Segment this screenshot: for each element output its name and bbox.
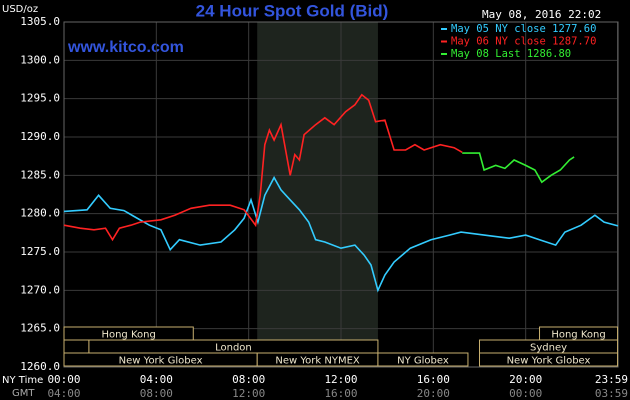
session-label: Hong Kong [101, 330, 155, 341]
session-label: Hong Kong [551, 330, 605, 341]
session-label: Sydney [530, 343, 567, 354]
y-tick-label: 1260.0 [20, 360, 60, 373]
series-line [63, 93, 463, 242]
website: www.kitco.com [67, 39, 184, 56]
y-tick-label: 1275.0 [20, 245, 60, 258]
session-bar [377, 352, 469, 367]
x-axis-label: NY Time [2, 375, 43, 386]
y-tick-label: 1290.0 [20, 130, 60, 143]
x2-tick-label: 03:59 [595, 387, 628, 400]
y-tick-label: 1295.0 [20, 92, 60, 105]
session-label: New York NYMEX [275, 356, 360, 367]
x-tick-label: 08:00 [232, 373, 265, 386]
session-label: New York Globex [507, 356, 591, 367]
legend-label: May 06 NY close 1287.70 [451, 36, 596, 48]
y-tick-label: 1265.0 [20, 322, 60, 335]
series-line [462, 152, 575, 184]
legend-label: May 05 NY close 1277.60 [451, 23, 596, 35]
x-tick-label: 12:00 [324, 373, 357, 386]
y-tick-label: 1300.0 [20, 53, 60, 66]
x2-tick-label: 20:00 [417, 387, 450, 400]
x2-tick-label: 08:00 [140, 387, 173, 400]
session-label: NY Globex [397, 356, 449, 367]
chart-title: 24 Hour Spot Gold (Bid) [196, 1, 389, 20]
session-bar [479, 352, 619, 367]
x2-tick-label: 04:00 [47, 387, 80, 400]
session-label: New York Globex [119, 356, 203, 367]
y-tick-label: 1305.0 [20, 15, 60, 28]
plot-frame [63, 21, 619, 368]
series-line [63, 175, 619, 293]
y-tick-label: 1270.0 [20, 283, 60, 296]
timestamp: May 08, 2016 22:02 [482, 8, 601, 21]
x2-tick-label: 16:00 [324, 387, 357, 400]
y-tick-label: 1280.0 [20, 207, 60, 220]
session-shade [257, 22, 378, 367]
x-tick-label: 16:00 [417, 373, 450, 386]
x-tick-label: 23:59 [595, 373, 628, 386]
session-label: London [215, 343, 252, 354]
legend-label: May 08 Last 1286.80 [451, 48, 571, 60]
x-tick-label: 20:00 [509, 373, 542, 386]
x2-axis-label: GMT [12, 388, 35, 399]
y-tick-label: 1285.0 [20, 168, 60, 181]
x2-tick-label: 00:00 [509, 387, 542, 400]
x2-tick-label: 12:00 [232, 387, 265, 400]
y-unit: USD/oz [2, 4, 38, 15]
session-bar [63, 339, 90, 354]
x-tick-label: 04:00 [140, 373, 173, 386]
x-tick-label: 00:00 [47, 373, 80, 386]
